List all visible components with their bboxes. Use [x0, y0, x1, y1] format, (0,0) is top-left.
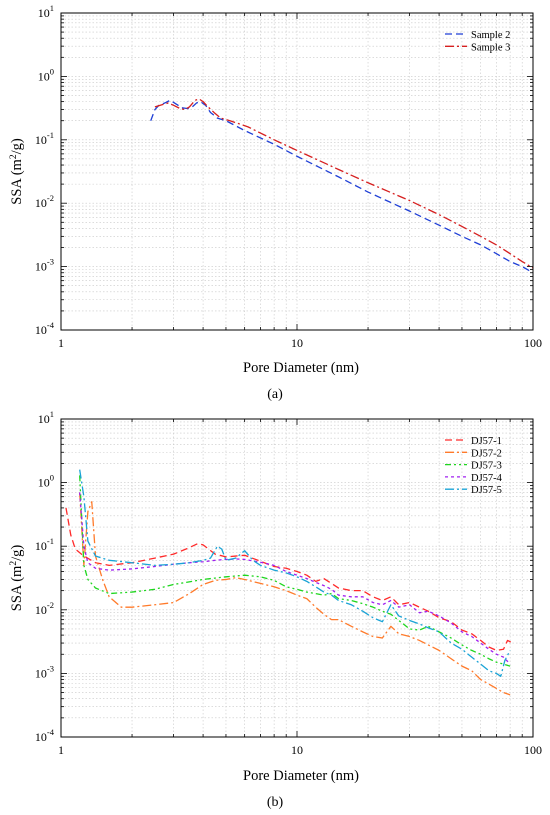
y-tick-base: 10	[35, 133, 47, 147]
series-line-1	[150, 99, 533, 274]
series-line-2	[79, 492, 511, 696]
y-tick-label: 101	[38, 409, 54, 426]
y-tick-label: 100	[38, 66, 54, 83]
y-tick-exponent: -2	[47, 193, 54, 203]
y-tick-exponent: -2	[47, 600, 54, 610]
series-line-1	[65, 507, 513, 652]
y-axis-label-suffix: /g)	[9, 545, 25, 561]
y-axis-label-sup: 2	[9, 561, 19, 566]
y-tick-label: 10-1	[35, 536, 54, 553]
y-tick-base: 10	[38, 69, 50, 83]
y-axis-label-prefix: SSA (m	[9, 565, 25, 611]
legend-label: Sample 3	[471, 42, 510, 53]
series-group	[65, 469, 513, 696]
y-tick-exponent: 0	[50, 473, 54, 483]
y-tick-base: 10	[35, 539, 47, 553]
y-tick-label: 10-1	[35, 130, 54, 147]
panel-caption: (a)	[267, 387, 283, 402]
tick-marks	[60, 418, 534, 738]
y-tick-label: 101	[38, 3, 54, 20]
series-line-3	[79, 475, 511, 667]
legend-label: Sample 2	[471, 30, 510, 41]
legend-label: DJ57-4	[471, 473, 503, 484]
y-tick-base: 10	[35, 196, 47, 210]
y-tick-exponent: -3	[47, 257, 54, 267]
y-tick-label: 10-4	[35, 320, 55, 337]
y-tick-base: 10	[35, 260, 47, 274]
y-tick-exponent: -4	[47, 320, 55, 330]
y-tick-exponent: -1	[47, 130, 54, 140]
x-axis-label: Pore Diameter (nm)	[243, 768, 359, 784]
y-tick-base: 10	[35, 730, 47, 744]
legend-label: DJ57-5	[471, 485, 502, 496]
y-axis-label-suffix: /g)	[9, 138, 25, 154]
legend-label: DJ57-2	[471, 448, 502, 459]
x-axis-label: Pore Diameter (nm)	[243, 360, 359, 376]
y-tick-label: 10-3	[35, 257, 54, 274]
x-tick-label: 1	[58, 743, 64, 757]
y-tick-exponent: 1	[50, 409, 54, 419]
series-line-5	[79, 469, 511, 677]
y-tick-exponent: 0	[50, 66, 54, 76]
x-tick-label: 10	[291, 743, 303, 757]
x-tick-label: 1	[58, 336, 64, 350]
y-tick-base: 10	[35, 603, 47, 617]
y-tick-base: 10	[38, 6, 50, 20]
x-tick-label: 10	[291, 336, 303, 350]
x-tick-label: 100	[524, 743, 542, 757]
y-tick-label: 100	[38, 473, 54, 490]
y-tick-base: 10	[38, 412, 50, 426]
y-tick-exponent: -3	[47, 663, 54, 673]
y-tick-label: 10-2	[35, 193, 54, 210]
tick-marks	[60, 12, 534, 331]
y-tick-exponent: -4	[47, 727, 55, 737]
y-tick-label: 10-4	[35, 727, 55, 744]
y-axis-label: SSA (m2/g)	[9, 138, 25, 205]
y-tick-label: 10-2	[35, 600, 54, 617]
series-group	[150, 98, 533, 274]
y-axis-label: SSA (m2/g)	[9, 545, 25, 612]
y-tick-base: 10	[35, 323, 47, 337]
y-axis-label-sup: 2	[9, 154, 19, 159]
legend-label: DJ57-3	[471, 461, 502, 472]
y-tick-base: 10	[38, 476, 50, 490]
y-tick-exponent: -1	[47, 536, 54, 546]
y-axis-label-prefix: SSA (m	[9, 158, 25, 204]
series-line-2	[154, 98, 533, 269]
grid	[61, 419, 533, 737]
panel-caption: (b)	[267, 795, 284, 810]
y-tick-base: 10	[35, 666, 47, 680]
y-tick-exponent: 1	[50, 3, 54, 13]
y-tick-label: 10-3	[35, 663, 54, 680]
x-tick-label: 100	[524, 336, 542, 350]
legend-label: DJ57-1	[471, 436, 502, 447]
grid	[61, 13, 533, 330]
